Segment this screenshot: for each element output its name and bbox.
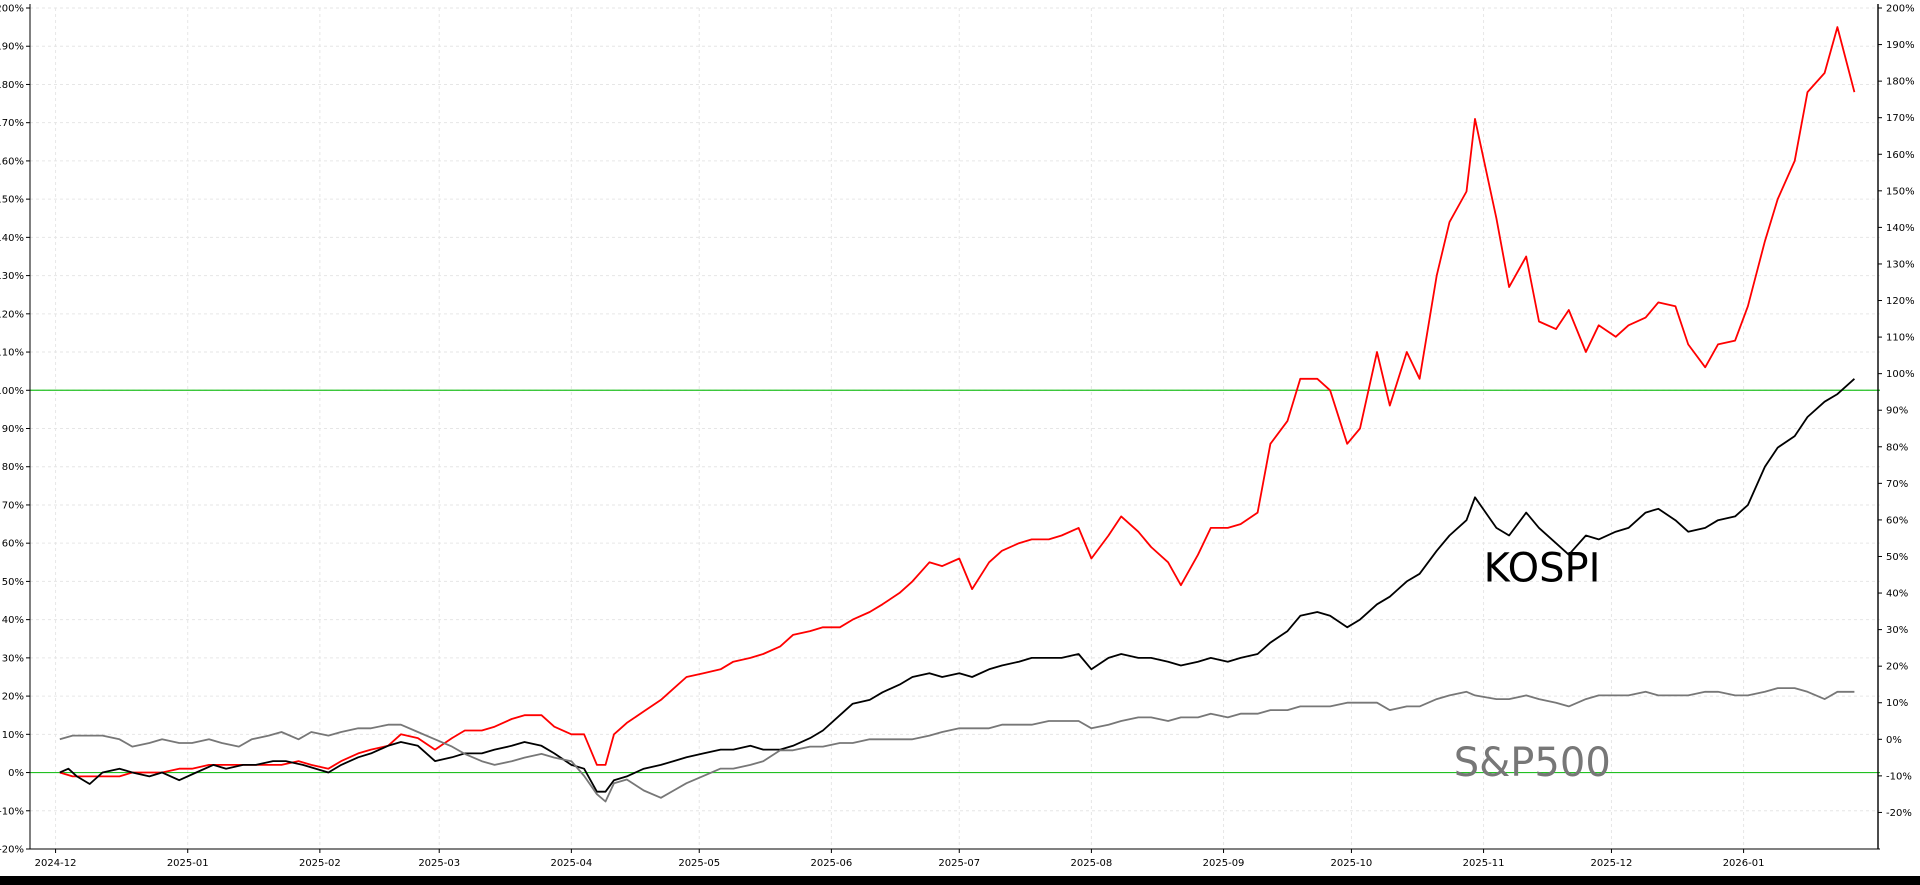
- right-axis-tick-label: 120%: [1886, 296, 1915, 307]
- x-axis-tick-label: 2025-08: [1071, 858, 1113, 869]
- x-axis-tick-label: 2025-09: [1203, 858, 1245, 869]
- left-axis-tick-label: 20%: [2, 692, 24, 703]
- left-axis-tick-label: 90%: [2, 424, 24, 435]
- x-axis-tick-label: 2025-04: [550, 858, 592, 869]
- right-axis-tick-label: 0%: [1886, 735, 1902, 746]
- right-axis-tick-label: 90%: [1886, 406, 1908, 417]
- right-axis-tick-label: 160%: [1886, 150, 1915, 161]
- series-line-1: [59, 378, 1856, 793]
- right-axis-tick-label: 100%: [1886, 369, 1915, 380]
- left-axis-tick-label: 110%: [0, 348, 24, 359]
- reference-lines: [30, 389, 1880, 774]
- right-axis-tick-label: 130%: [1886, 259, 1915, 270]
- left-axis-tick-label: 170%: [0, 118, 24, 129]
- left-axis-tick-label: 100%: [0, 386, 24, 397]
- right-axis-tick-label: -20%: [1886, 808, 1912, 819]
- left-axis-tick-label: 120%: [0, 309, 24, 320]
- right-axis-tick-label: -10%: [1886, 771, 1912, 782]
- axes: -20% -10% 0% 10% 20% 30% 40% 50% 60% 70% 80% 90% 100…: [0, 4, 1915, 870]
- x-axis-tick-label: 2025-06: [810, 858, 852, 869]
- annotations: KOSPI S&P500: [1454, 545, 1611, 785]
- left-axis-tick-label: 60%: [2, 539, 24, 550]
- right-axis-tick-label: 190%: [1886, 40, 1915, 51]
- left-axis-tick-label: 0%: [8, 768, 24, 779]
- right-axis-tick-label: 110%: [1886, 333, 1915, 344]
- x-axis-tick-label: 2025-12: [1591, 858, 1633, 869]
- x-axis-tick-label: 2025-03: [418, 858, 460, 869]
- x-axis-tick-label: 2025-05: [678, 858, 720, 869]
- left-axis-tick-label: 160%: [0, 156, 24, 167]
- x-axis-tick-label: 2026-01: [1723, 858, 1765, 869]
- x-axis-tick-label: 2025-02: [299, 858, 341, 869]
- x-axis-tick-label: 2025-01: [167, 858, 209, 869]
- grid: [30, 7, 1880, 850]
- left-axis-tick-label: 190%: [0, 42, 24, 53]
- right-axis-tick-label: 30%: [1886, 625, 1908, 636]
- left-axis-tick-label: 180%: [0, 80, 24, 91]
- x-axis-tick-label: 2025-07: [938, 858, 980, 869]
- annotation-label: S&P500: [1454, 740, 1611, 786]
- right-axis-tick-label: 50%: [1886, 552, 1908, 563]
- right-axis-tick-label: 70%: [1886, 479, 1908, 490]
- right-axis-tick-label: 60%: [1886, 515, 1908, 526]
- series: [59, 26, 1856, 803]
- left-axis-tick-label: 70%: [2, 500, 24, 511]
- right-axis-tick-label: 140%: [1886, 223, 1915, 234]
- left-axis-tick-label: -20%: [0, 845, 24, 856]
- x-axis-tick-label: 2024-12: [35, 858, 77, 869]
- left-axis-tick-label: -10%: [0, 806, 24, 817]
- right-axis-tick-label: 180%: [1886, 77, 1915, 88]
- right-axis-tick-label: 20%: [1886, 662, 1908, 673]
- left-axis-tick-label: 50%: [2, 577, 24, 588]
- x-axis-tick-label: 2025-11: [1463, 858, 1505, 869]
- series-line-2: [59, 687, 1855, 803]
- left-axis-tick-label: 130%: [0, 271, 24, 282]
- x-axis-tick-label: 2025-10: [1331, 858, 1373, 869]
- right-axis-tick-label: 10%: [1886, 698, 1908, 709]
- right-axis-tick-label: 80%: [1886, 442, 1908, 453]
- left-axis-tick-label: 200%: [0, 4, 24, 15]
- right-axis-tick-label: 150%: [1886, 186, 1915, 197]
- right-axis-tick-label: 40%: [1886, 589, 1908, 600]
- left-axis-tick-label: 40%: [2, 615, 24, 626]
- left-axis-tick-label: 10%: [2, 730, 24, 741]
- annotation-label: KOSPI: [1484, 545, 1601, 591]
- right-axis-tick-label: 170%: [1886, 113, 1915, 124]
- left-axis-tick-label: 140%: [0, 233, 24, 244]
- left-axis-tick-label: 150%: [0, 195, 24, 206]
- right-axis-tick-label: 200%: [1886, 4, 1915, 15]
- left-axis-tick-label: 30%: [2, 653, 24, 664]
- left-axis-tick-label: 80%: [2, 462, 24, 473]
- series-line-0: [59, 26, 1856, 778]
